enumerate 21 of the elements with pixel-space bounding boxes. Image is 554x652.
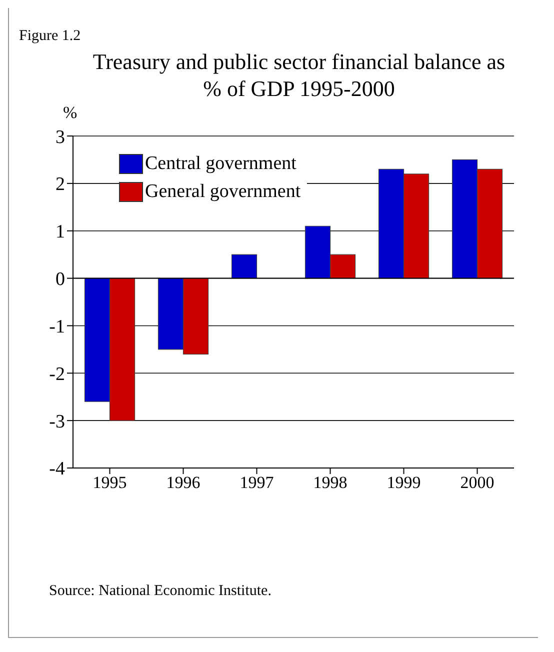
x-tick-label: 1997 [240,473,274,492]
y-tick-label: 3 [56,126,65,148]
x-tick-label: 1996 [166,473,200,492]
y-tick-label: -1 [49,316,65,338]
legend-label: General government [145,181,301,203]
legend-label: Central government [145,153,296,175]
y-tick-label: -3 [49,411,65,432]
source-note: Source: National Economic Institute. [49,583,272,600]
x-tick-label: 1995 [92,473,127,492]
bar [231,254,258,279]
x-tick-label: 2000 [460,473,494,492]
caption: Figure 1.2 [19,28,81,45]
y-tick-label: -4 [49,458,66,480]
x-tick-label: 1998 [313,473,348,492]
y-tick-label: 2 [56,174,65,196]
y-tick-label: 1 [56,222,65,243]
y-axis-title: % [63,103,78,123]
x-tick-label: 1999 [386,473,421,492]
y-tick-label: 0 [56,269,65,290]
chart-title: Treasury and public sector financial balance as % of GDP 1995-2000 [92,48,506,102]
y-tick-label: -2 [49,364,65,385]
